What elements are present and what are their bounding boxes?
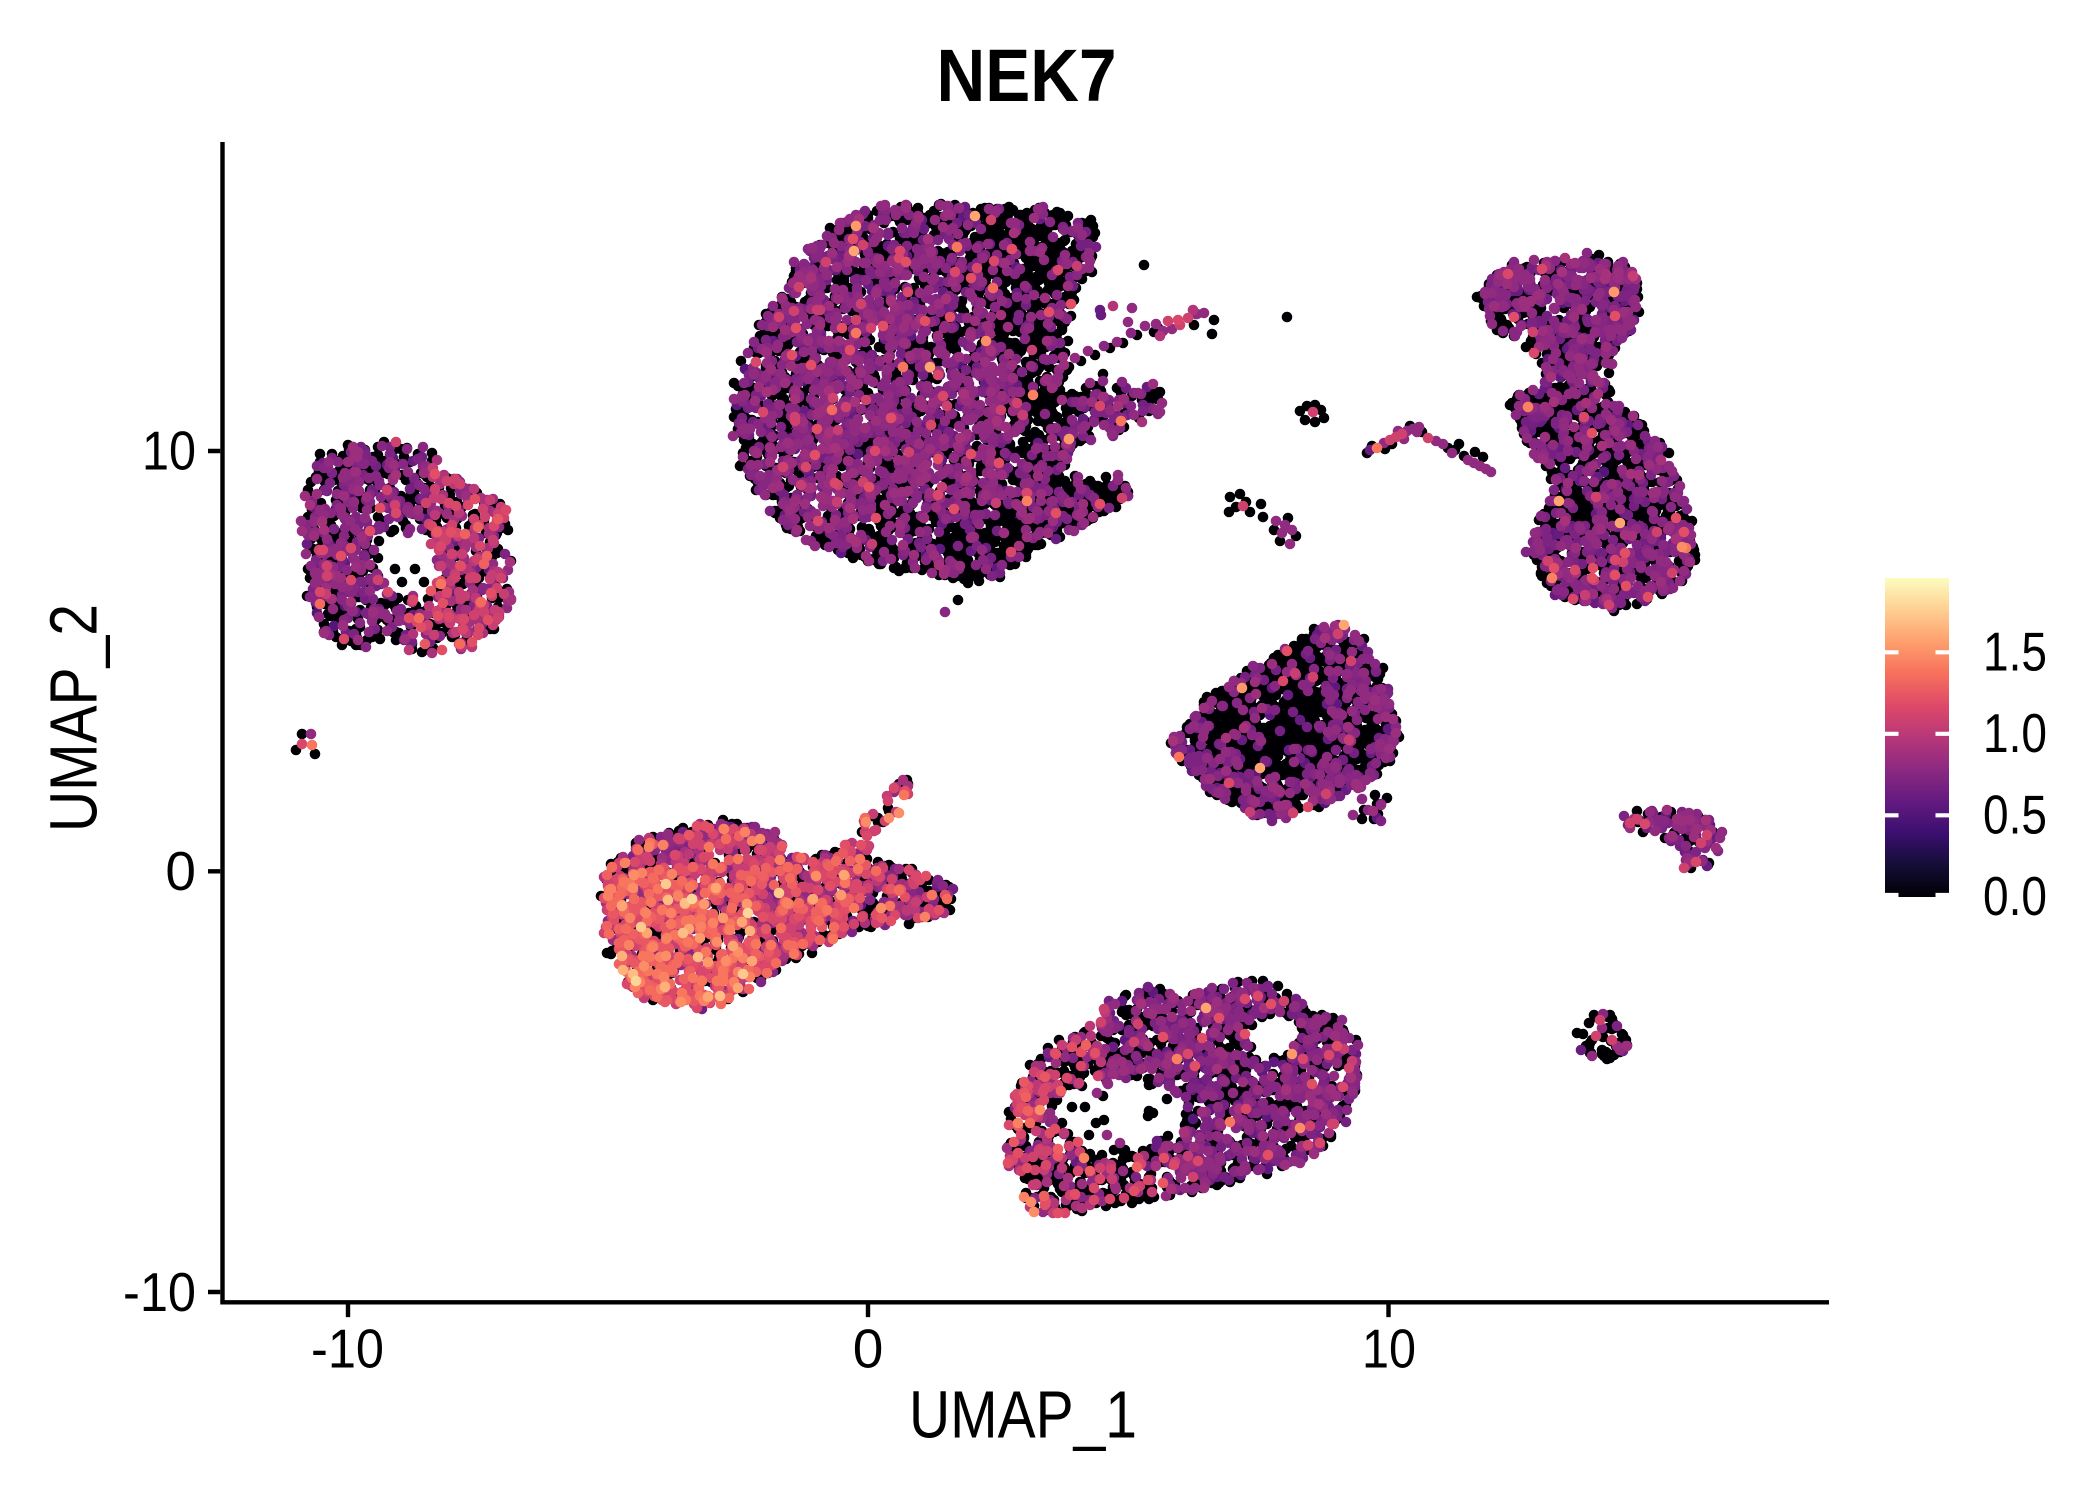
svg-text:0: 0	[853, 1318, 884, 1380]
svg-text:-10: -10	[123, 1261, 196, 1323]
svg-text:1.0: 1.0	[1983, 702, 2047, 764]
svg-text:UMAP_2: UMAP_2	[37, 604, 112, 832]
svg-text:10: 10	[1362, 1318, 1416, 1380]
svg-text:0.0: 0.0	[1983, 865, 2047, 927]
svg-text:0.5: 0.5	[1983, 784, 2047, 846]
svg-text:NEK7: NEK7	[937, 34, 1117, 117]
svg-text:1.5: 1.5	[1983, 621, 2047, 683]
svg-text:UMAP_1: UMAP_1	[909, 1378, 1137, 1453]
svg-text:0: 0	[165, 840, 196, 902]
svg-text:-10: -10	[311, 1318, 384, 1380]
svg-text:10: 10	[142, 420, 196, 482]
